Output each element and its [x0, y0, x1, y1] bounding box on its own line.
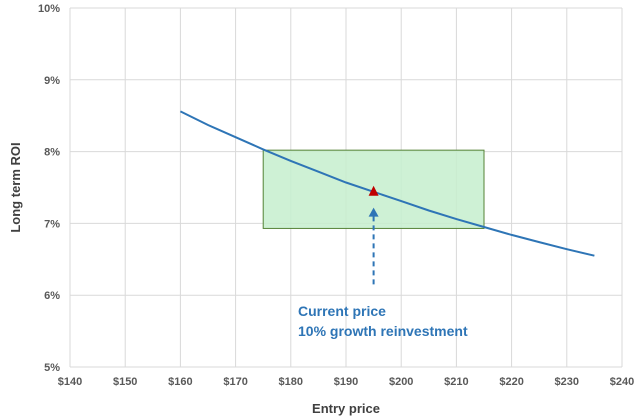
x-tick-label: $180: [279, 376, 303, 388]
y-tick-labels: 5% 6% 7% 8% 9% 10%: [38, 3, 60, 374]
series-layer: [179, 110, 595, 257]
annotation-arrow-head: [368, 207, 379, 217]
x-tick-label: $220: [499, 376, 523, 388]
x-tick-label: $210: [444, 376, 468, 388]
x-tick-label: $190: [334, 376, 358, 388]
x-tick-label: $240: [610, 376, 634, 388]
x-tick-label: $140: [58, 376, 82, 388]
arrow-layer: [368, 207, 379, 285]
x-tick-labels: $140 $150 $160 $170 $180 $190 $200 $210 $220 $230…: [58, 376, 634, 388]
y-tick-label: 5%: [44, 362, 60, 374]
annotation-line-2: 10% growth reinvestment: [298, 323, 468, 339]
y-tick-label: 10%: [38, 3, 60, 15]
marker-layer: [368, 185, 379, 196]
roi-curve: [179, 110, 595, 257]
x-tick-label: $170: [223, 376, 247, 388]
x-tick-label: $200: [389, 376, 413, 388]
x-tick-label: $160: [168, 376, 192, 388]
x-tick-label: $150: [113, 376, 137, 388]
y-tick-label: 9%: [44, 75, 60, 87]
x-axis-title: Entry price: [312, 401, 380, 416]
y-tick-label: 8%: [44, 147, 60, 159]
y-tick-label: 6%: [44, 290, 60, 302]
annotation-line-1: Current price: [298, 303, 386, 319]
y-axis-title: Long term ROI: [8, 142, 23, 232]
current-price-marker: [368, 185, 379, 196]
y-tick-label: 7%: [44, 218, 60, 230]
x-tick-label: $230: [555, 376, 579, 388]
